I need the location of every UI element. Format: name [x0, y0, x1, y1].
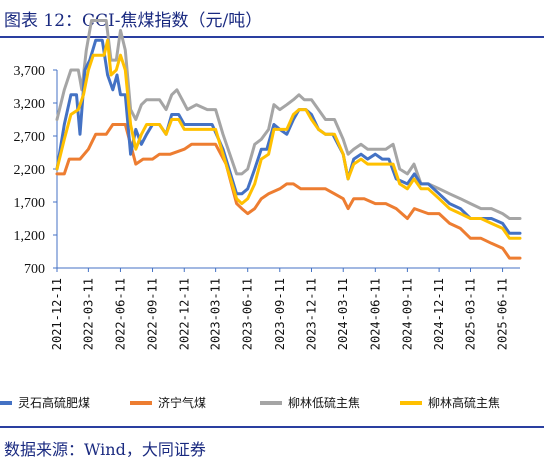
series-line-3 [55, 19, 522, 220]
x-tick-label: 2022-12-11 [177, 278, 191, 350]
legend: 灵石高硫肥煤 济宁气煤 柳林低硫主焦 柳林高硫主焦 [0, 395, 500, 410]
series-line-2 [55, 123, 522, 260]
source-note: 数据来源：Wind，大同证券 [4, 440, 206, 459]
x-tick-label: 2024-12-11 [432, 278, 446, 350]
series-line-1 [55, 38, 522, 235]
legend-label: 济宁气煤 [158, 395, 206, 410]
x-tick-label: 2024-03-11 [336, 278, 350, 350]
y-axis-ticks: 700 1,200 1,700 2,200 2,700 3,200 3,700 [14, 64, 57, 277]
x-tick-label: 2023-09-11 [273, 278, 287, 350]
series-line-4 [55, 38, 522, 240]
x-axis-ticks: 2021-12-11 2022-03-11 2022-06-11 2022-09-11… [50, 268, 510, 350]
x-tick-label: 2024-06-11 [368, 278, 382, 350]
legend-label: 柳林低硫主焦 [288, 395, 360, 410]
y-tick-label: 700 [24, 262, 45, 277]
chart-svg: 700 1,200 1,700 2,200 2,700 3,200 3,700 2021-1… [0, 19, 522, 410]
x-tick-label: 2025-06-11 [496, 278, 510, 350]
y-tick-label: 1,700 [14, 196, 46, 211]
x-tick-label: 2023-06-11 [241, 278, 255, 350]
source-divider [0, 426, 544, 428]
y-tick-label: 2,700 [14, 130, 46, 145]
chart-title: 图表 12：CCI-焦煤指数（元/吨） [4, 11, 263, 31]
series-lines [55, 19, 522, 260]
x-tick-label: 2021-12-11 [50, 278, 64, 350]
title-divider [0, 36, 544, 38]
y-tick-label: 1,200 [14, 229, 46, 244]
x-tick-label: 2025-03-11 [463, 278, 477, 350]
y-tick-label: 3,700 [14, 64, 46, 79]
y-tick-label: 2,200 [14, 163, 46, 178]
legend-label: 柳林高硫主焦 [428, 395, 500, 410]
y-tick-label: 3,200 [14, 97, 46, 112]
x-tick-label: 2022-03-11 [81, 278, 95, 350]
x-tick-label: 2023-03-11 [209, 278, 223, 350]
x-tick-label: 2024-09-11 [400, 278, 414, 350]
x-tick-label: 2022-09-11 [146, 278, 160, 350]
x-tick-label: 2022-06-11 [113, 278, 127, 350]
legend-label: 灵石高硫肥煤 [18, 395, 90, 410]
x-tick-label: 2023-12-11 [305, 278, 319, 350]
